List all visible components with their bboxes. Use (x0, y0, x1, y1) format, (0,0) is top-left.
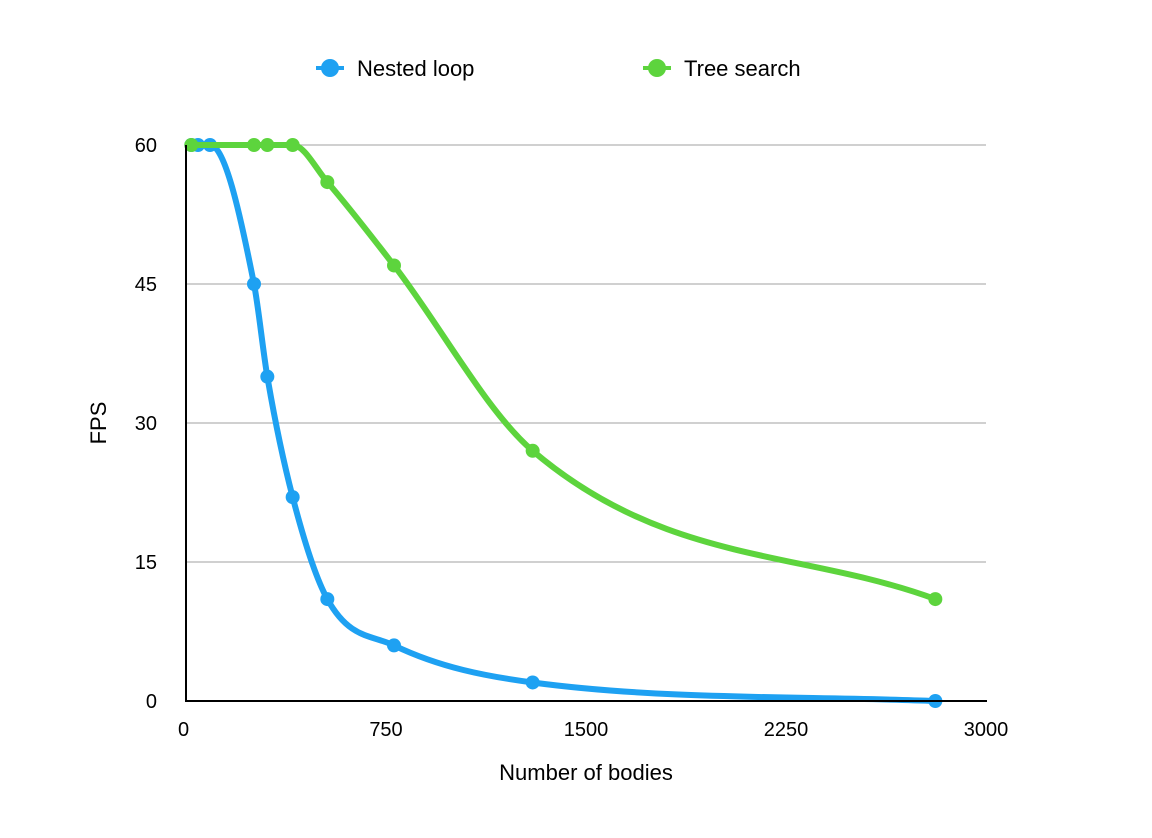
data-point-tree-search[interactable] (285, 138, 300, 152)
y-tick-label: 45 (135, 274, 157, 296)
series-layer (184, 138, 943, 708)
y-axis-title: FPS (86, 402, 111, 445)
legend-marker-dot (321, 59, 339, 77)
x-tick-label: 750 (369, 719, 402, 741)
data-point-nested-loop[interactable] (320, 592, 335, 607)
y-tick-label: 0 (146, 691, 157, 713)
data-point-nested-loop[interactable] (525, 675, 540, 690)
legend-label-tree-search: Tree search (684, 56, 801, 81)
x-tick-label: 1500 (564, 719, 609, 741)
x-tick-label: 3000 (964, 719, 1009, 741)
data-point-tree-search[interactable] (184, 138, 199, 152)
legend-marker-dot (648, 59, 666, 77)
tick-labels: 0 15 30 45 60 0 750 1500 2250 3000 (135, 135, 1009, 741)
x-axis-title: Number of bodies (499, 760, 673, 785)
data-point-tree-search[interactable] (928, 592, 943, 607)
data-point-tree-search[interactable] (320, 175, 335, 190)
data-point-tree-search[interactable] (247, 138, 261, 152)
legend: Nested loop Tree search (316, 56, 801, 81)
gridlines (186, 144, 986, 563)
x-tick-label: 0 (178, 719, 189, 741)
legend-item-nested-loop[interactable]: Nested loop (316, 56, 474, 81)
data-point-nested-loop[interactable] (260, 369, 275, 384)
data-point-nested-loop[interactable] (285, 490, 300, 505)
y-tick-label: 30 (135, 413, 157, 435)
data-point-tree-search[interactable] (387, 258, 401, 273)
data-point-tree-search[interactable] (525, 443, 540, 458)
series-tree-search (184, 138, 943, 607)
data-point-nested-loop[interactable] (247, 277, 261, 291)
y-tick-label: 60 (135, 135, 157, 157)
data-point-tree-search[interactable] (260, 138, 275, 152)
y-tick-label: 15 (135, 552, 157, 574)
data-point-nested-loop[interactable] (387, 638, 401, 653)
legend-label-nested-loop: Nested loop (357, 56, 474, 81)
axes (185, 145, 987, 702)
legend-item-tree-search[interactable]: Tree search (643, 56, 801, 81)
x-tick-label: 2250 (764, 719, 809, 741)
